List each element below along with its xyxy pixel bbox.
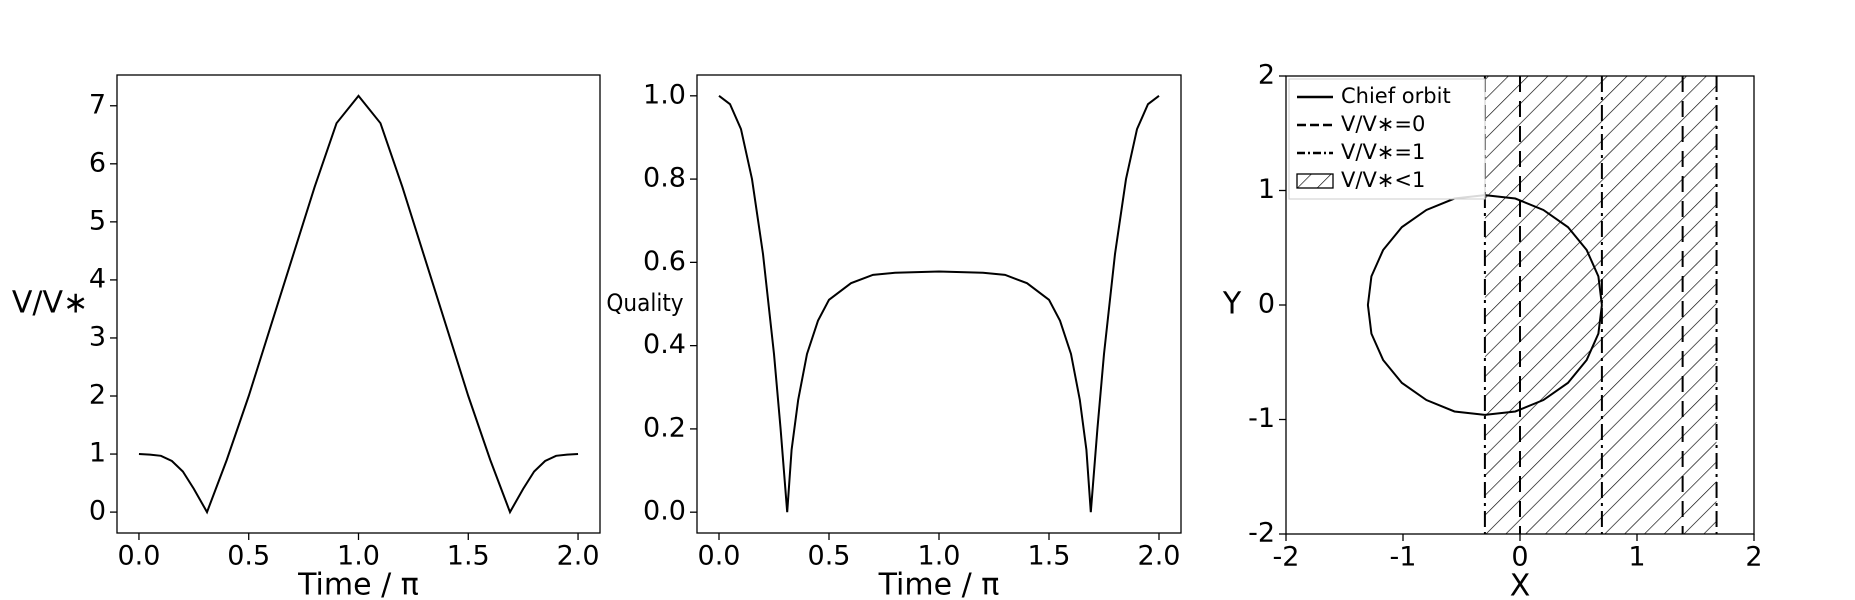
x-tick-label: 0.0: [698, 541, 741, 572]
x-tick-label: 0: [1511, 542, 1528, 573]
x-tick-label: 2: [1745, 542, 1762, 573]
x-tick-label: 0.5: [808, 541, 851, 572]
axes-frame: [116, 74, 601, 534]
legend-label: V/V∗=0: [1341, 112, 1425, 136]
y-tick-label: 1.0: [643, 79, 686, 110]
plot-area: [138, 94, 579, 515]
y-tick-label: 0.2: [643, 412, 686, 443]
y-tick-label: 1: [1258, 174, 1275, 205]
y-axis-label: V/V∗: [12, 286, 88, 321]
x-tick-label: 1.5: [1028, 541, 1071, 572]
y-tick-label: 6: [89, 147, 106, 178]
y-tick-label: 4: [89, 263, 106, 294]
axes-frame: [696, 74, 1182, 534]
y-tick-label: 0.4: [643, 329, 686, 360]
x-tick-label: 1: [1628, 542, 1645, 573]
legend-label: V/V∗<1: [1341, 168, 1425, 192]
x-tick-label: 1.0: [337, 541, 380, 572]
legend-label: V/V∗=1: [1341, 140, 1425, 164]
y-tick-label: 2: [89, 380, 106, 411]
y-tick-label: 2: [1258, 60, 1275, 91]
y-tick-label: 0: [89, 496, 106, 527]
x-tick-label: -1: [1390, 542, 1417, 573]
x-tick-label: 0.0: [117, 541, 160, 572]
y-tick-label: 1: [89, 438, 106, 469]
axes-frame: [1285, 75, 1755, 535]
x-tick-label: -2: [1273, 542, 1300, 573]
y-tick-label: 7: [89, 89, 106, 120]
y-tick-label: 0.6: [643, 246, 686, 277]
x-axis-label: X: [1510, 569, 1531, 600]
plot-area: [718, 95, 1160, 513]
y-tick-label: 0: [1258, 289, 1275, 320]
y-tick-label: 5: [89, 205, 106, 236]
x-axis-label: Time / π: [297, 568, 419, 600]
legend-label: Chief orbit: [1341, 84, 1451, 108]
x-tick-label: 1.5: [447, 541, 490, 572]
x-tick-label: 1.0: [918, 541, 961, 572]
y-axis-label: Y: [1222, 287, 1242, 322]
hatch-region: [1484, 76, 1717, 534]
x-axis-label: Time / π: [878, 568, 1000, 600]
x-tick-label: 0.5: [227, 541, 270, 572]
plot-area: [1366, 76, 1718, 534]
legend-swatch: [1296, 173, 1334, 189]
y-tick-label: 0.8: [643, 163, 686, 194]
x-tick-label: 2.0: [557, 541, 600, 572]
line: [718, 95, 1160, 513]
y-axis-label: Quality: [606, 289, 683, 317]
y-tick-label: -2: [1248, 518, 1275, 549]
y-tick-label: 0.0: [643, 496, 686, 527]
x-tick-label: 2.0: [1138, 541, 1181, 572]
y-tick-label: 3: [89, 321, 106, 352]
y-tick-label: -1: [1248, 403, 1275, 434]
line: [138, 94, 579, 515]
